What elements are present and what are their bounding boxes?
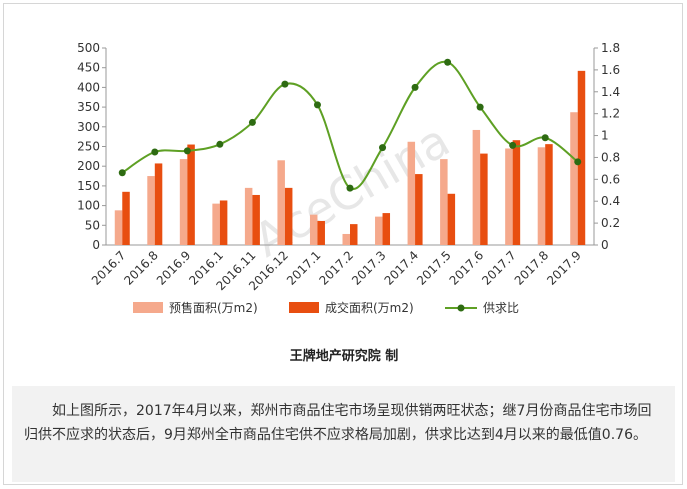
- bar-sold: [415, 174, 423, 245]
- ratio-point: [216, 140, 224, 148]
- x-tick-label: 2017.7: [479, 248, 519, 288]
- y-right-tick-label: 1: [601, 129, 609, 143]
- y-left-tick-label: 350: [77, 100, 100, 114]
- bar-sold: [382, 213, 391, 245]
- bar-presale: [570, 112, 578, 245]
- ratio-point: [313, 101, 321, 109]
- y-right-tick-label: 0.2: [601, 216, 620, 230]
- article-figure: AceChina 0 50 100 150 200 250 300 350 400 450 500 …: [3, 3, 683, 485]
- x-tick-label: 2017.4: [382, 248, 422, 288]
- bar-presale: [244, 187, 253, 245]
- legend-label-sold: 成交面积(万m2): [325, 300, 414, 315]
- bar-sold: [447, 193, 456, 245]
- ratio-point: [541, 134, 549, 142]
- bar-sold: [545, 144, 553, 245]
- bar-presale: [147, 176, 155, 245]
- y-left-tick-label: 50: [85, 218, 100, 232]
- y-left-tick-labels: 0 50 100 150 200 250 300 350 400 450 500: [77, 41, 106, 252]
- bar-sold: [512, 140, 521, 245]
- y-left-tick-label: 450: [77, 61, 100, 75]
- ratio-point: [509, 141, 517, 149]
- bar-presale: [537, 147, 546, 245]
- legend-swatch-presale: [133, 302, 163, 313]
- y-right-tick-label: 0.6: [601, 172, 620, 186]
- y-left-tick-label: 200: [77, 159, 100, 173]
- bar-sold: [480, 153, 488, 245]
- bar-presale: [505, 148, 513, 245]
- bar-presale: [342, 233, 350, 245]
- x-tick-label: 2017.8: [512, 248, 552, 288]
- x-tick-label: 2016.8: [121, 248, 161, 288]
- ratio-point: [574, 158, 582, 166]
- legend-label-presale: 预售面积(万m2): [169, 300, 258, 315]
- bar-sold: [122, 191, 130, 245]
- y-right-tick-label: 0.8: [601, 150, 620, 164]
- x-tick-label: 2016.9: [154, 248, 194, 288]
- bar-presale: [472, 129, 481, 245]
- x-tick-label: 2017.6: [447, 248, 487, 288]
- bar-presale: [179, 159, 188, 245]
- x-tick-label: 2017.2: [317, 248, 357, 288]
- y-right-tick-label: 1.2: [601, 107, 620, 121]
- x-tick-label: 2017.9: [544, 248, 584, 288]
- ratio-point: [151, 148, 159, 156]
- bar-sold: [284, 187, 293, 245]
- y-left-tick-label: 250: [77, 140, 100, 154]
- bar-presale: [114, 210, 123, 245]
- bar-presale: [407, 141, 416, 245]
- legend-marker-ratio: [457, 304, 465, 312]
- bar-presale: [212, 203, 220, 245]
- bar-series: [114, 70, 586, 246]
- bar-sold: [350, 224, 358, 245]
- bar-sold: [219, 200, 228, 245]
- x-tick-label: 2017.5: [414, 248, 454, 288]
- caption-text: 如上图所示，2017年4月以来，郑州市商品住宅市场呈现供销两旺状态；继7月份商品…: [24, 403, 652, 443]
- y-left-tick-label: 500: [77, 41, 100, 55]
- legend: 预售面积(万m2) 成交面积(万m2) 供求比: [133, 300, 519, 315]
- bar-presale: [375, 216, 383, 245]
- y-left-tick-label: 0: [92, 238, 100, 252]
- ratio-point: [118, 169, 126, 177]
- ratio-point: [248, 118, 256, 126]
- y-right-tick-label: 0.4: [601, 194, 620, 208]
- y-right-tick-labels: 0 0.2 0.4 0.6 0.8 1 1.2 1.4 1.6 1.8: [594, 41, 620, 252]
- y-right-tick-label: 1.4: [601, 85, 620, 99]
- ratio-point: [281, 80, 289, 88]
- y-right-tick-label: 1.6: [601, 63, 620, 77]
- ratio-point: [183, 147, 191, 155]
- y-right-tick-label: 0: [601, 238, 609, 252]
- ratio-point: [379, 144, 387, 152]
- caption-box: 如上图所示，2017年4月以来，郑州市商品住宅市场呈现供销两旺状态；继7月份商品…: [12, 386, 675, 482]
- bar-sold: [252, 194, 260, 245]
- source-note: 王牌地产研究院 制: [289, 349, 399, 364]
- x-tick-label: 2017.3: [349, 248, 389, 288]
- legend-swatch-sold: [289, 302, 319, 313]
- y-right-tick-label: 1.8: [601, 41, 620, 55]
- y-left-tick-label: 400: [77, 80, 100, 94]
- y-left-tick-label: 100: [77, 199, 100, 213]
- ratio-point: [411, 83, 419, 91]
- ratio-point: [476, 103, 484, 111]
- bar-sold: [154, 163, 163, 245]
- bar-sold: [187, 144, 195, 245]
- legend-label-ratio: 供求比: [483, 301, 519, 315]
- bar-sold: [317, 220, 325, 245]
- ratio-point: [346, 184, 354, 192]
- bar-presale: [277, 160, 285, 245]
- y-left-tick-label: 150: [77, 179, 100, 193]
- x-tick-labels: 2016.72016.82016.92016.12016.112016.1220…: [89, 248, 584, 293]
- ratio-point: [444, 58, 452, 66]
- combo-chart: AceChina 050100150200250300350400450500 …: [77, 41, 620, 315]
- bar-sold: [577, 70, 586, 246]
- x-tick-label: 2016.7: [89, 248, 129, 288]
- bar-presale: [309, 214, 318, 245]
- ratio-line-series: [118, 58, 582, 192]
- bar-presale: [440, 159, 448, 245]
- y-left-tick-label: 300: [77, 120, 100, 134]
